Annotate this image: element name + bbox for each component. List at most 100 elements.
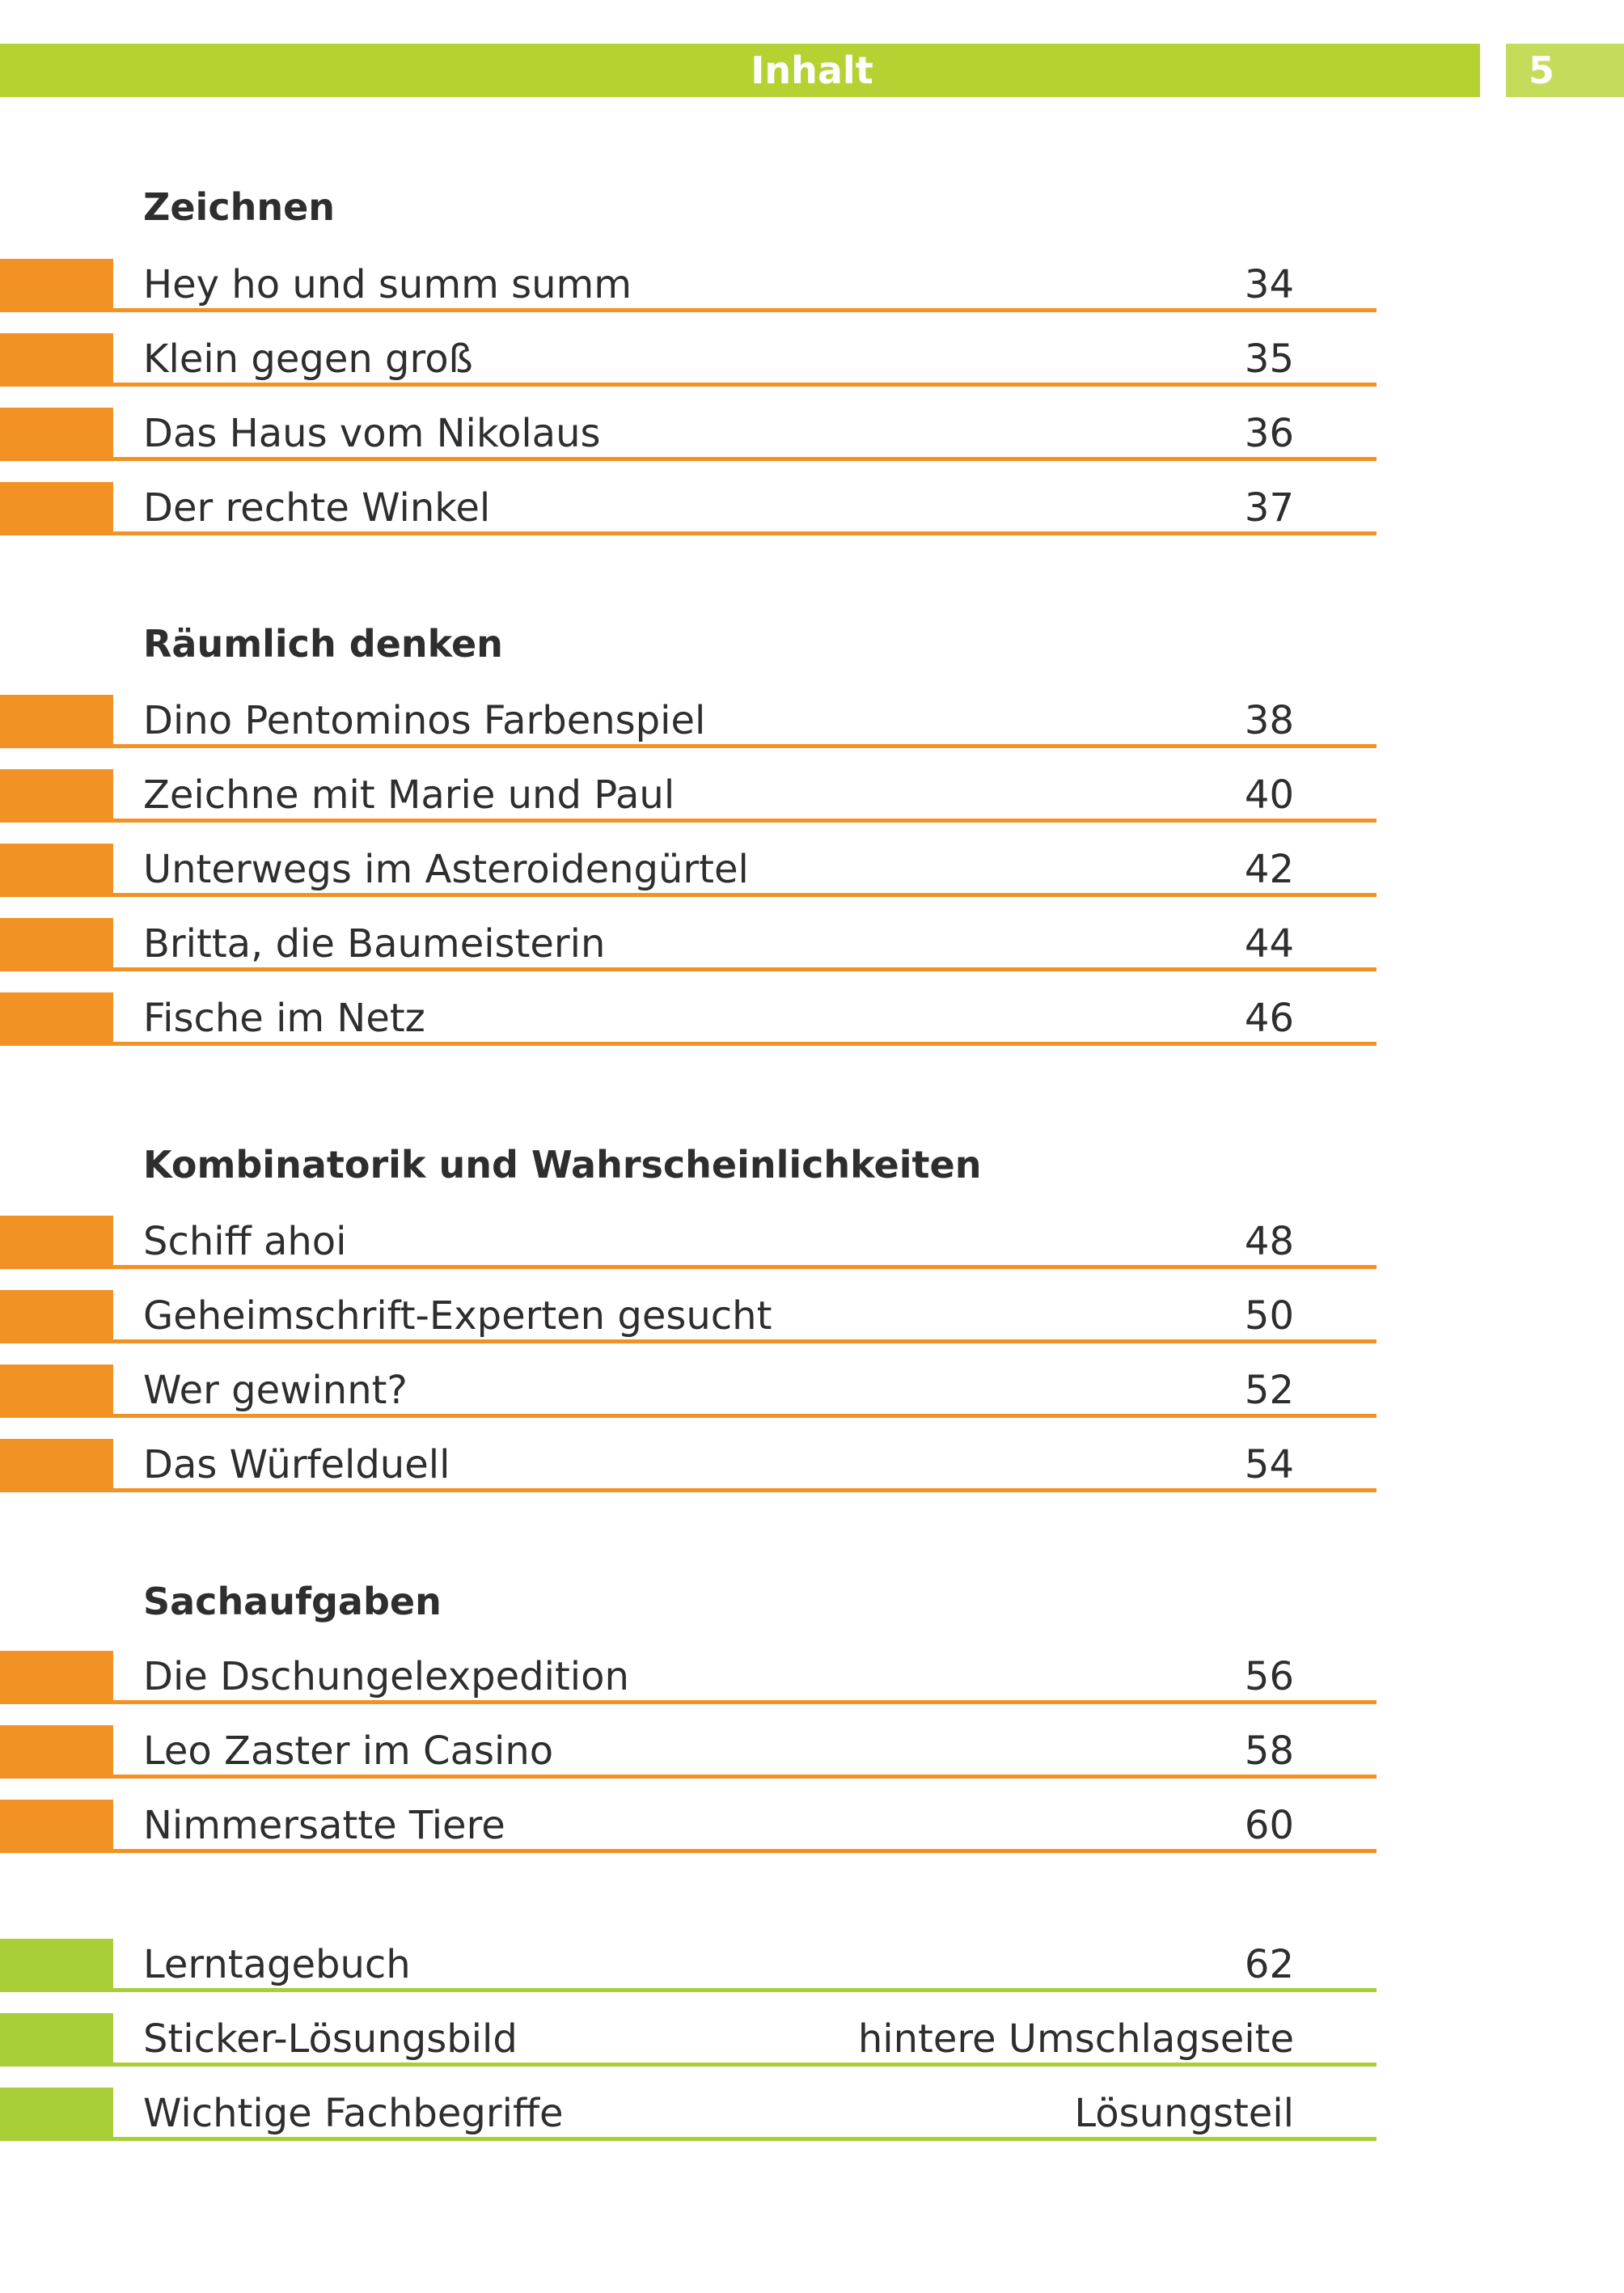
- entry-page: 52: [1244, 1368, 1294, 1413]
- entry-title: Das Würfelduell: [143, 1442, 450, 1487]
- entry-marker: [0, 2088, 113, 2141]
- header-bar: [0, 44, 1480, 97]
- toc-entry[interactable]: Die Dschungelexpedition 56: [0, 1651, 1377, 1704]
- entry-rule: [113, 383, 1377, 387]
- toc-entry-appendix[interactable]: Lerntagebuch 62: [0, 1939, 1377, 1992]
- entry-marker: [0, 1216, 113, 1269]
- entry-title: Hey ho und summ summ: [143, 262, 632, 307]
- entry-rule: [113, 1042, 1377, 1046]
- page-title: Inhalt: [751, 49, 873, 92]
- entry-rule: [113, 1488, 1377, 1492]
- entry-title: Wer gewinnt?: [143, 1368, 408, 1413]
- entry-page: 34: [1244, 262, 1294, 307]
- entry-title: Wichtige Fachbegriffe: [143, 2091, 564, 2136]
- entry-page: 54: [1244, 1442, 1294, 1487]
- entry-page: 56: [1244, 1654, 1294, 1699]
- section-heading-raeumlich-denken: Räumlich denken: [143, 622, 503, 666]
- entry-title: Fische im Netz: [143, 996, 425, 1041]
- toc-entry[interactable]: Wer gewinnt? 52: [0, 1364, 1377, 1418]
- entry-title: Klein gegen groß: [143, 336, 473, 382]
- entry-rule: [113, 457, 1377, 461]
- entry-marker: [0, 1290, 113, 1343]
- entry-title: Geheimschrift-Experten gesucht: [143, 1293, 772, 1339]
- entry-marker: [0, 1800, 113, 1853]
- entry-marker: [0, 333, 113, 387]
- toc-entry[interactable]: Hey ho und summ summ 34: [0, 259, 1377, 312]
- toc-entry[interactable]: Leo Zaster im Casino 58: [0, 1725, 1377, 1779]
- entry-title: Lerntagebuch: [143, 1942, 411, 1987]
- page-number-box: [1506, 44, 1624, 97]
- entry-title: Das Haus vom Nikolaus: [143, 411, 601, 456]
- entry-page: 35: [1244, 336, 1294, 382]
- toc-entry[interactable]: Klein gegen groß 35: [0, 333, 1377, 387]
- entry-marker: [0, 482, 113, 535]
- toc-entry[interactable]: Schiff ahoi 48: [0, 1216, 1377, 1269]
- entry-page: 42: [1244, 847, 1294, 892]
- toc-entry[interactable]: Nimmersatte Tiere 60: [0, 1800, 1377, 1853]
- entry-page: 44: [1244, 921, 1294, 967]
- entry-rule: [113, 1775, 1377, 1779]
- toc-entry[interactable]: Britta, die Baumeisterin 44: [0, 918, 1377, 971]
- entry-rule: [113, 1339, 1377, 1343]
- entry-marker: [0, 1725, 113, 1779]
- entry-title: Leo Zaster im Casino: [143, 1728, 554, 1774]
- entry-title: Zeichne mit Marie und Paul: [143, 772, 675, 818]
- toc-entry[interactable]: Unterwegs im Asteroidengürtel 42: [0, 844, 1377, 897]
- toc-entry[interactable]: Zeichne mit Marie und Paul 40: [0, 769, 1377, 823]
- entry-marker: [0, 769, 113, 823]
- entry-marker: [0, 844, 113, 897]
- section-heading-kombinatorik: Kombinatorik und Wahrscheinlichkeiten: [143, 1143, 982, 1187]
- entry-marker: [0, 992, 113, 1046]
- entry-page: 40: [1244, 772, 1294, 818]
- entry-marker: [0, 1439, 113, 1492]
- entry-page: 58: [1244, 1728, 1294, 1774]
- entry-title: Die Dschungelexpedition: [143, 1654, 629, 1699]
- section-heading-sachaufgaben: Sachaufgaben: [143, 1580, 442, 1623]
- entry-page: hintere Umschlagseite: [857, 2016, 1294, 2062]
- entry-page: 60: [1244, 1803, 1294, 1848]
- entry-rule: [113, 308, 1377, 312]
- entry-rule: [113, 967, 1377, 971]
- entry-marker: [0, 695, 113, 748]
- toc-entry-appendix[interactable]: Sticker-Lösungsbild hintere Umschlagseit…: [0, 2013, 1377, 2067]
- entry-rule: [113, 2062, 1377, 2067]
- toc-entry[interactable]: Fische im Netz 46: [0, 992, 1377, 1046]
- toc-entry-appendix[interactable]: Wichtige Fachbegriffe Lösungsteil: [0, 2088, 1377, 2141]
- entry-rule: [113, 1988, 1377, 1992]
- entry-title: Britta, die Baumeisterin: [143, 921, 606, 967]
- entry-title: Unterwegs im Asteroidengürtel: [143, 847, 749, 892]
- entry-page: 46: [1244, 996, 1294, 1041]
- entry-marker: [0, 1364, 113, 1418]
- entry-marker: [0, 259, 113, 312]
- entry-marker: [0, 2013, 113, 2067]
- entry-rule: [113, 1414, 1377, 1418]
- entry-page: 36: [1244, 411, 1294, 456]
- entry-rule: [113, 893, 1377, 897]
- entry-page: 48: [1244, 1219, 1294, 1264]
- entry-rule: [113, 1849, 1377, 1853]
- toc-entry[interactable]: Der rechte Winkel 37: [0, 482, 1377, 535]
- entry-title: Schiff ahoi: [143, 1219, 347, 1264]
- entry-title: Dino Pentominos Farbenspiel: [143, 698, 706, 743]
- toc-entry[interactable]: Geheimschrift-Experten gesucht 50: [0, 1290, 1377, 1343]
- page-number: 5: [1528, 49, 1554, 92]
- entry-marker: [0, 1939, 113, 1992]
- entry-page: 38: [1244, 698, 1294, 743]
- toc-entry[interactable]: Dino Pentominos Farbenspiel 38: [0, 695, 1377, 748]
- entry-title: Der rechte Winkel: [143, 485, 491, 531]
- entry-rule: [113, 531, 1377, 535]
- entry-marker: [0, 408, 113, 461]
- entry-page: 62: [1244, 1942, 1294, 1987]
- entry-rule: [113, 744, 1377, 748]
- entry-title: Nimmersatte Tiere: [143, 1803, 505, 1848]
- toc-entry[interactable]: Das Haus vom Nikolaus 36: [0, 408, 1377, 461]
- entry-rule: [113, 1700, 1377, 1704]
- entry-page: 50: [1244, 1293, 1294, 1339]
- entry-page: Lösungsteil: [1074, 2091, 1294, 2136]
- entry-rule: [113, 819, 1377, 823]
- entry-page: 37: [1244, 485, 1294, 531]
- section-heading-zeichnen: Zeichnen: [143, 185, 336, 229]
- entry-marker: [0, 918, 113, 971]
- entry-rule: [113, 2137, 1377, 2141]
- toc-entry[interactable]: Das Würfelduell 54: [0, 1439, 1377, 1492]
